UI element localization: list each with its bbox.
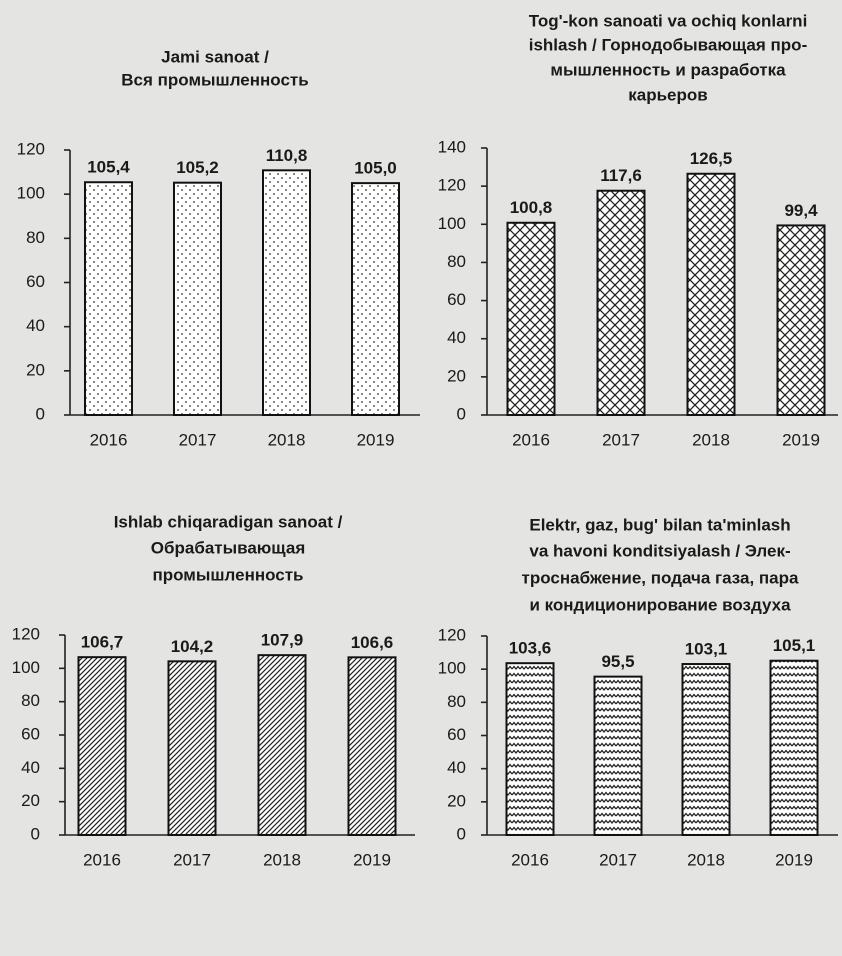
chart-title: Elektr, gaz, bug' bilan ta'minlash [529,515,790,534]
chart-title: ishlash / Горнодобывающая про- [529,35,807,54]
value-label: 104,2 [171,637,214,656]
y-tick-label: 40 [447,758,466,777]
x-tick-label: 2017 [173,850,211,869]
bar [84,181,133,416]
bar [776,224,826,416]
y-tick-label: 0 [457,404,466,423]
bar [347,656,397,836]
bar [593,675,643,836]
value-label: 105,0 [354,159,397,178]
x-tick-label: 2016 [511,850,549,869]
value-label: 100,8 [510,198,553,217]
chart-title: Jami sanoat / [161,47,269,66]
x-tick-label: 2019 [357,430,395,449]
x-tick-label: 2016 [83,850,121,869]
x-tick-label: 2019 [775,850,813,869]
y-tick-label: 80 [447,252,466,271]
bar [77,656,127,837]
bar [167,660,217,836]
y-tick-label: 100 [438,659,466,678]
chart-title: Ishlab chiqaradigan sanoat / [114,512,343,531]
x-tick-label: 2017 [602,430,640,449]
y-tick-label: 40 [26,316,45,335]
y-tick-label: 80 [21,691,40,710]
bar [686,172,736,416]
chart-title: мышленность и разработка [550,60,786,79]
bar [505,662,555,836]
y-tick-label: 20 [447,791,466,810]
y-tick-label: 100 [17,184,45,203]
value-label: 99,4 [784,201,818,220]
value-label: 107,9 [261,631,304,650]
chart-title: и кондиционирование воздуха [529,595,791,614]
value-label: 105,1 [773,636,816,655]
x-tick-label: 2017 [179,430,217,449]
y-tick-label: 60 [447,725,466,744]
x-tick-label: 2018 [687,850,725,869]
x-tick-label: 2019 [353,850,391,869]
y-tick-label: 60 [447,290,466,309]
chart-title: va havoni konditsiyalash / Элек- [529,541,790,560]
bar [769,659,819,836]
y-tick-label: 20 [447,366,466,385]
x-tick-label: 2018 [263,850,301,869]
y-tick-label: 80 [26,228,45,247]
bar [596,189,646,416]
x-tick-label: 2017 [599,850,637,869]
y-tick-label: 40 [447,328,466,347]
y-tick-label: 40 [21,758,40,777]
y-tick-label: 100 [12,658,40,677]
value-label: 103,1 [685,640,728,659]
value-label: 117,6 [600,166,642,185]
charts: Jami sanoat / Вся промышленность 0 20 40 60 80… [12,11,838,869]
y-tick-label: 80 [447,692,466,711]
value-label: 103,6 [509,639,552,658]
y-tick-label: 120 [438,625,466,644]
x-tick-label: 2018 [692,430,730,449]
value-label: 106,6 [351,633,394,652]
chart-title: Вся промышленность [121,70,308,89]
value-label: 110,8 [266,146,308,165]
y-tick-label: 0 [36,404,45,423]
x-tick-label: 2018 [268,430,306,449]
bar [681,663,731,836]
y-tick-label: 20 [21,791,40,810]
x-tick-label: 2016 [512,430,550,449]
bar [506,221,556,416]
value-label: 95,5 [601,652,634,671]
y-tick-label: 20 [26,360,45,379]
y-tick-label: 0 [31,824,40,843]
bar [257,654,307,837]
chart-title: промышленность [152,565,303,584]
y-tick-label: 120 [438,176,466,195]
bar [351,182,400,416]
y-tick-label: 0 [457,824,466,843]
value-label: 105,4 [87,158,130,177]
y-tick-label: 120 [12,624,40,643]
y-tick-label: 60 [21,724,40,743]
chart-title: карьеров [628,85,707,104]
y-tick-label: 100 [438,214,466,233]
chart-title: Обрабатывающая [151,538,306,557]
chart-title: троснабжение, подача газа, пара [522,568,800,587]
x-tick-label: 2019 [782,430,820,449]
bar [173,181,222,416]
chart-title: Tog'-kon sanoati va ochiq konlarni [529,11,808,30]
value-label: 126,5 [690,149,733,168]
bar [262,169,311,416]
value-label: 105,2 [176,158,219,177]
value-label: 106,7 [81,633,124,652]
x-tick-label: 2016 [90,430,128,449]
y-tick-label: 140 [438,137,466,156]
y-tick-label: 60 [26,272,45,291]
y-tick-label: 120 [17,139,45,158]
